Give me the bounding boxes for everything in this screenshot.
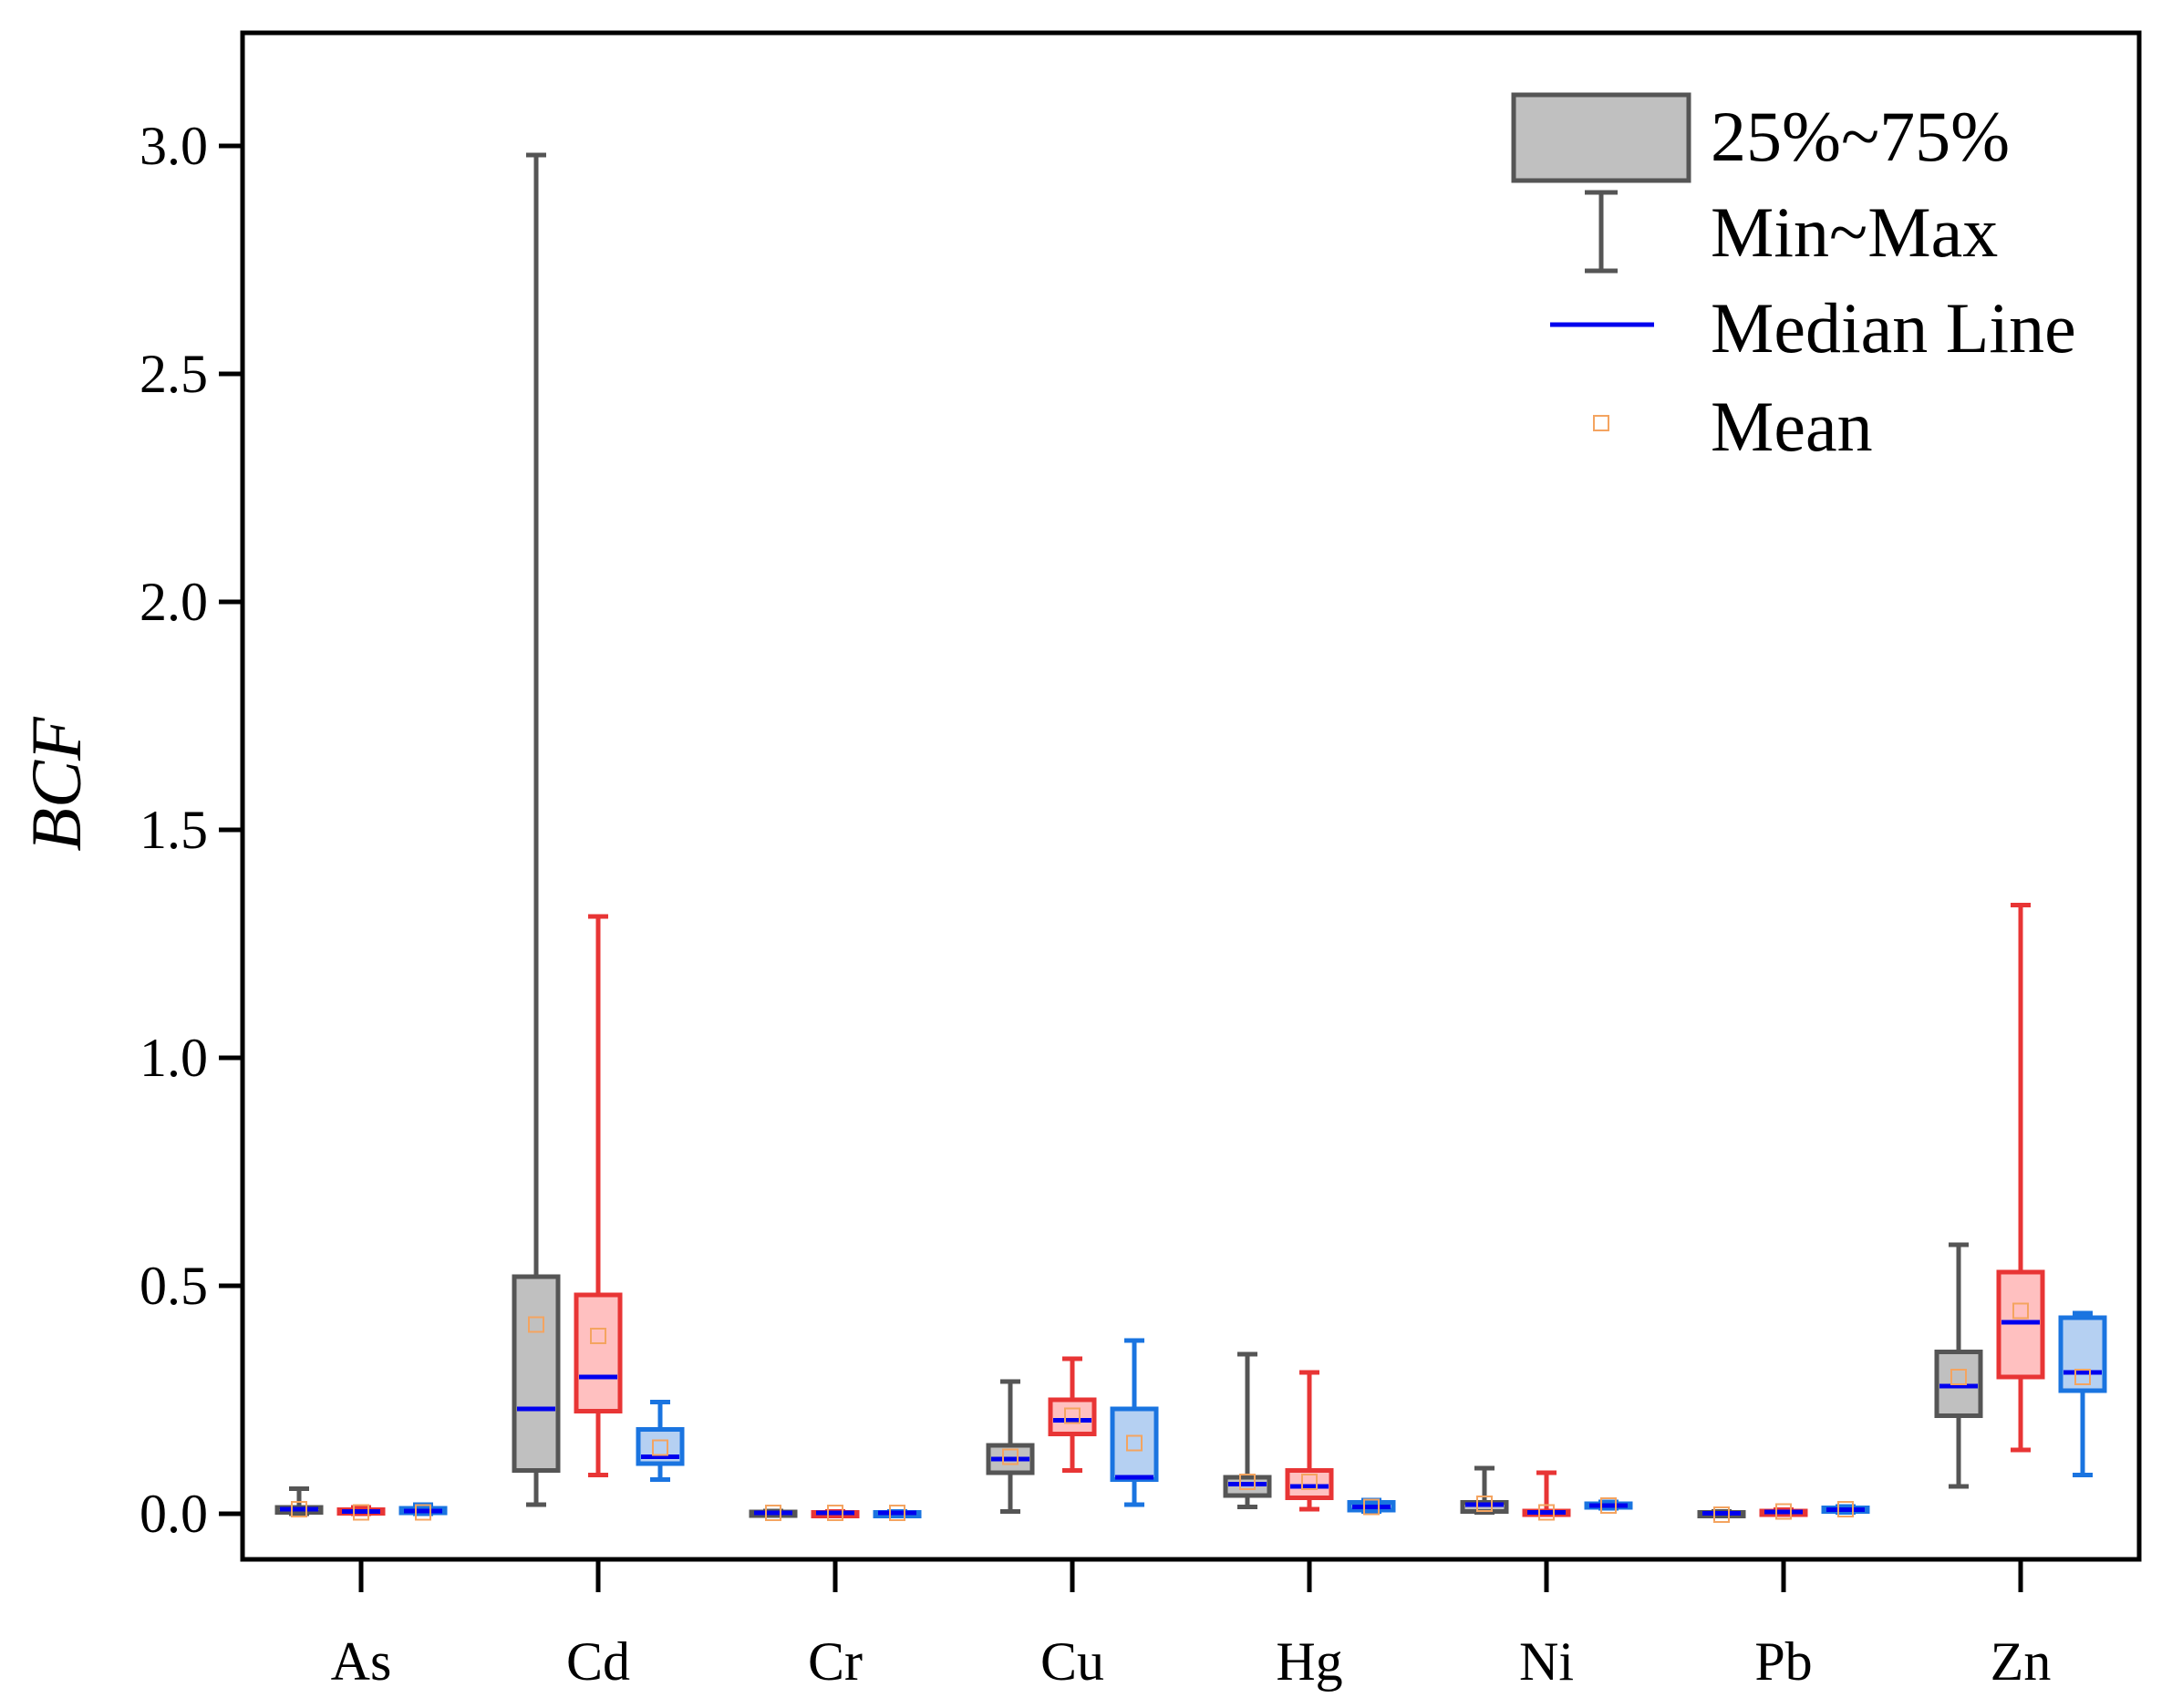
legend: 25%~75% Min~Max Median Line Mean: [1511, 92, 2076, 466]
box-pb-series-3: [1821, 1501, 1870, 1517]
box-ni-series-1: [1460, 1465, 1509, 1515]
iqr-box: [1110, 1406, 1159, 1482]
box-pb-series-1: [1697, 1506, 1746, 1523]
mean-marker: [889, 1505, 905, 1521]
mean-marker: [590, 1328, 606, 1344]
box-as-series-1: [274, 1486, 324, 1517]
box-zn-series-3: [2058, 1310, 2107, 1477]
mean-marker: [1363, 1498, 1380, 1516]
x-category-label: Zn: [1991, 1631, 2052, 1692]
mean-marker: [827, 1505, 843, 1521]
y-tick-label: 3.0: [140, 116, 208, 176]
legend-label: Median Line: [1711, 288, 2076, 367]
legend-item-2: Min~Max: [1585, 190, 1998, 274]
box-pb-series-2: [1759, 1503, 1808, 1520]
mean-marker: [353, 1504, 369, 1521]
box-cr-series-3: [873, 1505, 922, 1521]
mean-marker: [1837, 1501, 1854, 1517]
box-cr-series-2: [811, 1505, 860, 1521]
mean-marker: [528, 1316, 544, 1333]
mean-marker: [2012, 1302, 2029, 1320]
y-tick-label: 0.0: [140, 1484, 208, 1544]
iqr-box: [1048, 1397, 1097, 1436]
box-zn-series-2: [1996, 903, 2045, 1453]
mean-marker: [765, 1505, 781, 1521]
x-category-label: Ni: [1519, 1631, 1574, 1692]
box-as-series-3: [398, 1502, 448, 1521]
iqr-box: [2058, 1315, 2107, 1393]
legend-box-swatch: [1511, 92, 1691, 183]
box-as-series-2: [336, 1504, 386, 1521]
box-cu-series-3: [1110, 1338, 1159, 1507]
box-ni-series-3: [1584, 1497, 1633, 1514]
plot-frame: [240, 30, 2142, 1562]
mean-marker: [1600, 1497, 1617, 1514]
mean-marker: [1713, 1506, 1730, 1523]
legend-item-4: Mean: [1593, 387, 1873, 466]
y-tick-label: 0.5: [140, 1256, 208, 1316]
mean-marker: [1126, 1434, 1143, 1452]
box-hg-series-1: [1223, 1351, 1272, 1509]
x-category-label: Cr: [808, 1631, 863, 1692]
legend-mean-swatch: [1593, 415, 1609, 431]
iqr-box: [512, 1274, 561, 1473]
box-cu-series-2: [1048, 1356, 1097, 1473]
y-tick-label: 2.5: [140, 344, 208, 404]
mean-marker: [1239, 1474, 1256, 1490]
mean-marker: [415, 1504, 431, 1521]
box-cd-series-3: [636, 1400, 685, 1482]
y-tick-label: 2.0: [140, 572, 208, 632]
box-cd-series-1: [512, 152, 561, 1507]
box-cd-series-2: [574, 914, 623, 1477]
mean-marker: [1775, 1503, 1792, 1520]
x-category-label: As: [331, 1631, 392, 1692]
box-zn-series-1: [1934, 1242, 1983, 1489]
legend-label: Min~Max: [1711, 192, 1998, 272]
y-axis-label: BCF: [16, 716, 96, 852]
box-hg-series-3: [1347, 1497, 1396, 1516]
box-cu-series-1: [986, 1379, 1035, 1514]
y-tick-label: 1.5: [140, 800, 208, 860]
x-category-label: Pb: [1754, 1631, 1812, 1692]
legend-item-3: Median Line: [1550, 288, 2076, 367]
iqr-box: [574, 1292, 623, 1413]
mean-marker: [1476, 1496, 1493, 1512]
x-axis: As Cd Cr Cu Hg Ni Pb Zn: [331, 1559, 2052, 1692]
y-axis: 0.0 0.5 1.0 1.5 2.0 2.5 3.0: [140, 116, 243, 1544]
x-category-label: Cd: [566, 1631, 630, 1692]
mean-marker: [1301, 1474, 1318, 1490]
y-tick-label: 1.0: [140, 1028, 208, 1088]
legend-item-1: 25%~75%: [1511, 92, 2010, 183]
x-category-label: Cu: [1040, 1631, 1104, 1692]
mean-marker: [1538, 1504, 1555, 1521]
mean-marker: [1950, 1369, 1967, 1385]
x-category-label: Hg: [1276, 1631, 1342, 1692]
box-hg-series-2: [1285, 1370, 1334, 1512]
box-ni-series-2: [1522, 1470, 1571, 1521]
mean-marker: [652, 1439, 668, 1456]
legend-label: 25%~75%: [1711, 97, 2010, 176]
plot-area: [274, 152, 2107, 1523]
legend-label: Mean: [1711, 387, 1873, 466]
mean-marker: [291, 1501, 307, 1517]
mean-marker: [1064, 1407, 1081, 1424]
box-cr-series-1: [749, 1505, 798, 1521]
mean-marker: [1002, 1448, 1019, 1465]
mean-marker: [2074, 1369, 2091, 1385]
